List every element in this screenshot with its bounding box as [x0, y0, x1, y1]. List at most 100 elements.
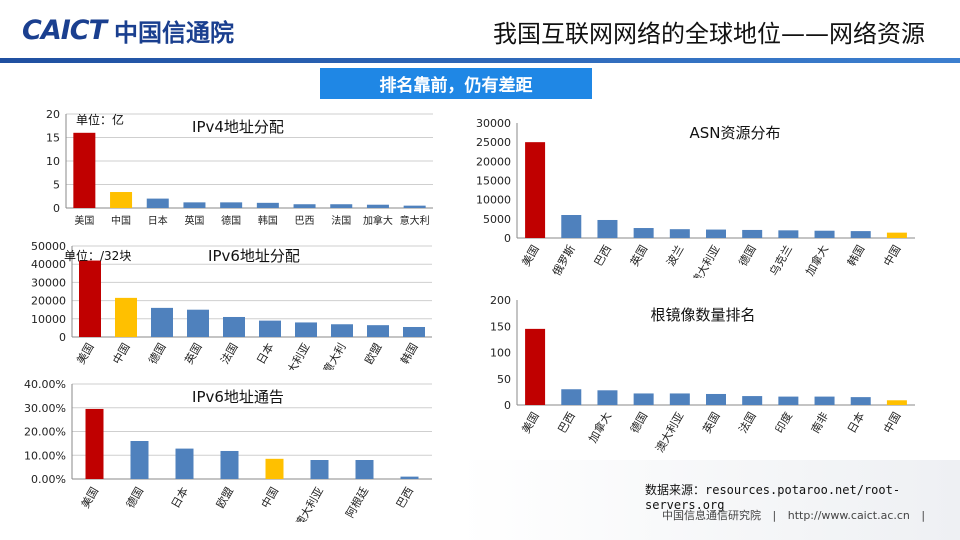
bar: [597, 219, 618, 238]
x-tick-label: 欧盟: [362, 341, 384, 367]
bar: [73, 132, 96, 208]
y-tick-label: 15: [46, 132, 60, 145]
x-tick-label: 阿根廷: [342, 485, 371, 521]
x-tick-label: 法国: [736, 410, 759, 436]
bar: [293, 204, 316, 208]
bar: [130, 441, 149, 479]
footer-sep-2: |: [921, 509, 926, 522]
bar: [814, 230, 835, 238]
logo-cn: 中国信通院: [114, 18, 234, 47]
bar: [669, 229, 690, 238]
bar: [886, 232, 907, 238]
header: CAICT 中国信通院 我国互联网网络的全球地位——网络资源: [0, 0, 960, 63]
x-tick-label: 意大利: [320, 341, 349, 371]
x-tick-label: 加拿大: [363, 214, 393, 227]
x-tick-label: 中国: [111, 214, 131, 227]
bar: [403, 326, 425, 337]
y-tick-label: 200: [490, 294, 511, 307]
y-tick-label: 50000: [31, 240, 66, 253]
x-tick-label: 韩国: [844, 243, 867, 269]
bar: [223, 316, 245, 337]
x-tick-label: 俄罗斯: [550, 243, 578, 278]
footer-org: 中国信息通信研究院: [662, 509, 761, 522]
y-tick-label: 0: [504, 232, 511, 245]
y-tick-label: 10000: [31, 313, 66, 326]
chart-title: ASN资源分布: [689, 124, 780, 142]
chart-title: IPv6地址通告: [192, 388, 284, 406]
bar: [259, 320, 281, 337]
bar: [79, 260, 101, 337]
logo: CAICT 中国信通院: [22, 14, 234, 47]
x-tick-label: 欧盟: [214, 485, 236, 511]
x-tick-label: 中国: [110, 341, 132, 367]
bar: [220, 450, 239, 479]
y-tick-label: 0.00%: [31, 473, 66, 486]
bar: [355, 460, 374, 479]
page-title: 我国互联网网络的全球地位——网络资源: [493, 20, 925, 48]
x-tick-label: 巴西: [592, 243, 614, 269]
ipv6-chart: 0 10000 20000 30000 40000 50000 美国 中国 德国 英国 法国 日本 大利…: [31, 240, 432, 371]
chart-title: 根镜像数量排名: [650, 306, 755, 324]
chart-title: IPv6地址分配: [208, 247, 300, 265]
x-tick-label: 美国: [74, 214, 94, 227]
bar: [400, 476, 419, 479]
bar: [706, 229, 726, 238]
y-tick-label: 10000: [476, 194, 511, 207]
y-tick-label: 5: [53, 179, 60, 192]
bar: [886, 400, 907, 405]
asn-chart: 0 5000 10000 15000 20000 25000 30000 美国 俄罗斯 巴西 英国波…: [476, 117, 915, 278]
y-tick-label: 25000: [476, 136, 511, 149]
footer-bar: 中国信息通信研究院 | http://www.caict.ac.cn |: [662, 507, 925, 523]
x-tick-label: 日本: [253, 341, 276, 367]
bar: [183, 202, 206, 208]
y-tick-label: 40.00%: [24, 378, 66, 391]
ipv4-chart: 0 5 10 15 20 美国 中国 日本 英国 德国 韩国 巴西 法国 加拿大 意大利 IPv4地址分配 单位…: [46, 108, 433, 227]
y-tick-label: 30000: [476, 117, 511, 130]
bar: [256, 202, 279, 208]
y-tick-label: 100: [490, 347, 511, 360]
y-tick-label: 5000: [483, 213, 511, 226]
footer-url[interactable]: http://www.caict.ac.cn: [787, 509, 910, 522]
bar: [778, 230, 799, 238]
bar: [146, 198, 169, 208]
x-tick-label: 英国: [699, 410, 722, 436]
bar: [151, 307, 173, 337]
bar: [597, 390, 618, 405]
x-tick-label: 巴西: [394, 485, 416, 511]
data-source: 数据来源：resources.potaroo.net/root-servers.…: [645, 483, 901, 512]
x-tick-label: 中国: [881, 243, 903, 269]
bar: [115, 297, 137, 337]
y-tick-label: 15000: [476, 175, 511, 188]
bar: [220, 202, 243, 208]
bar: [525, 142, 546, 238]
bar: [633, 228, 654, 238]
logo-en: CAICT: [22, 14, 107, 46]
y-tick-label: 10: [46, 155, 60, 168]
x-tick-label: 韩国: [258, 214, 278, 227]
bar: [331, 324, 353, 337]
bar: [85, 408, 104, 479]
y-tick-label: 40000: [31, 258, 66, 271]
bar: [366, 204, 389, 208]
bar: [403, 205, 426, 208]
x-tick-label: 澳大利亚: [292, 485, 326, 523]
bar: [669, 393, 690, 405]
bar: [367, 325, 389, 337]
x-tick-label: 南非: [809, 410, 831, 436]
bar: [850, 397, 871, 405]
x-tick-label: 德国: [145, 341, 168, 367]
header-rule: [0, 58, 960, 63]
bar: [265, 458, 284, 479]
y-tick-label: 20000: [476, 155, 511, 168]
y-tick-label: 10.00%: [24, 449, 66, 462]
x-tick-label: 韩国: [397, 341, 420, 367]
bar: [561, 215, 582, 238]
bar: [175, 448, 194, 479]
bar: [561, 389, 582, 405]
bar: [778, 396, 799, 405]
bar: [310, 460, 329, 479]
unit-label: 单位：亿: [76, 112, 124, 127]
bar: [295, 322, 317, 337]
x-tick-label: 大利亚: [284, 341, 313, 371]
y-tick-label: 30.00%: [24, 402, 66, 415]
